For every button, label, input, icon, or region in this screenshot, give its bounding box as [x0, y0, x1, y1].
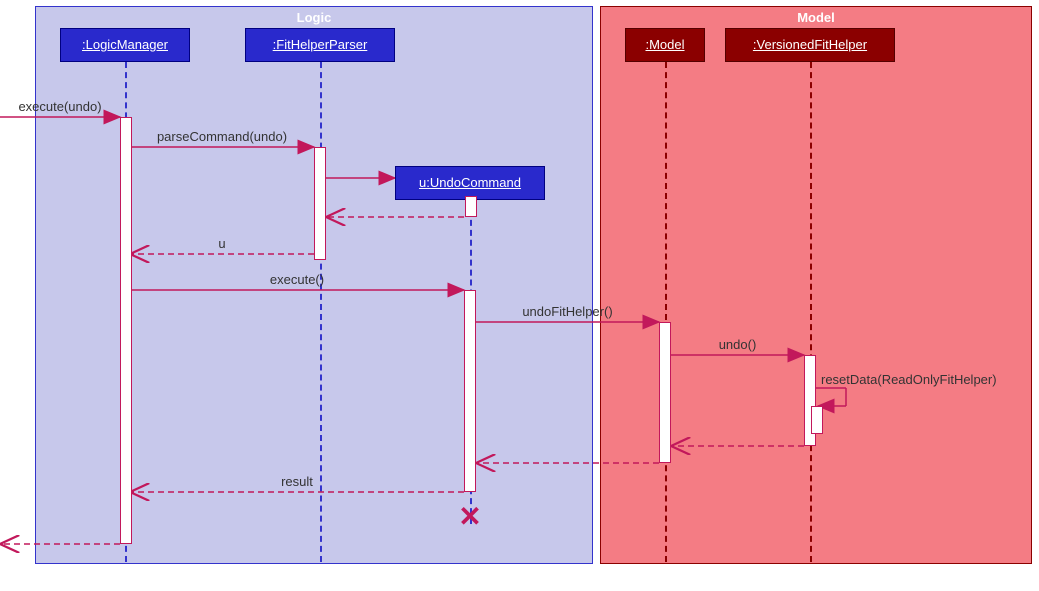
msg-m2: parseCommand(undo): [140, 129, 304, 144]
destroy-icon: ✕: [458, 500, 482, 533]
activation-a_uc2: [464, 290, 476, 492]
activation-a_fhp: [314, 147, 326, 260]
activation-a_m: [659, 322, 671, 463]
participant-undoCommand: u:UndoCommand: [395, 166, 545, 200]
lifeline-model: [665, 62, 667, 562]
participant-model: :Model: [625, 28, 705, 62]
lifeline-versionedFitHelper: [810, 62, 812, 562]
msg-m7: undoFitHelper(): [486, 304, 649, 319]
participant-versionedFitHelper: :VersionedFitHelper: [725, 28, 895, 62]
msg-m9: resetData(ReadOnlyFitHelper): [821, 372, 997, 387]
sequence-diagram: Logic Model :LogicManager :FitHelperParser…: [0, 0, 1039, 591]
participant-logicManager: :LogicManager: [60, 28, 190, 62]
msg-m8: undo(): [681, 337, 794, 352]
msg-m5: u: [140, 236, 304, 251]
activation-a_vfh2: [811, 406, 823, 434]
msg-m1: execute(undo): [10, 99, 110, 114]
participant-fitHelperParser: :FitHelperParser: [245, 28, 395, 62]
msg-m12: result: [140, 474, 454, 489]
activation-a_lm: [120, 117, 132, 544]
activation-a_uc1: [465, 196, 477, 217]
region-title-logic: Logic: [36, 7, 592, 28]
msg-m6: execute(): [140, 272, 454, 287]
region-title-model: Model: [601, 7, 1031, 28]
